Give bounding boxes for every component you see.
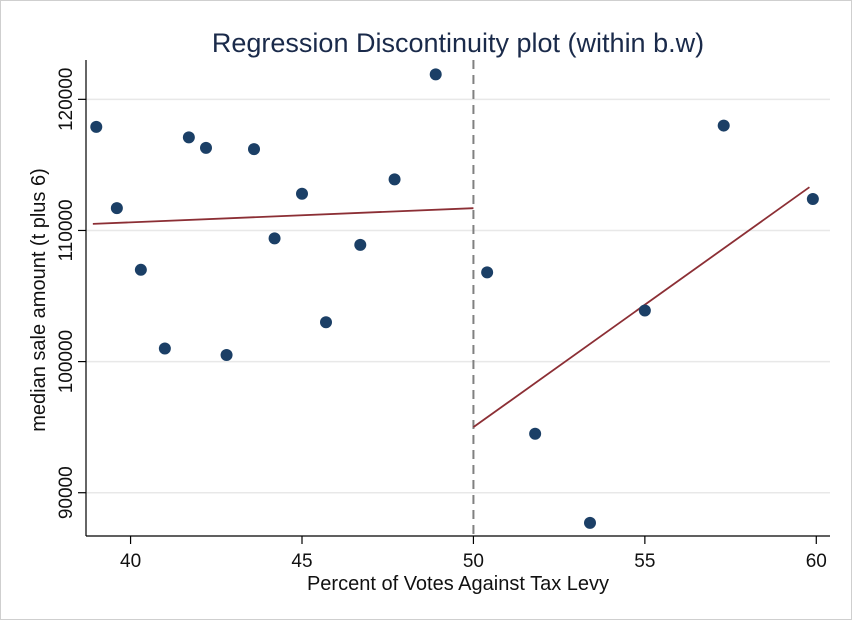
fit-lines [92, 186, 810, 428]
scatter-point-14 [481, 266, 494, 279]
scatter-point-0 [90, 120, 103, 133]
scatter-point-7 [248, 143, 260, 156]
scatter-point-9 [296, 187, 308, 200]
scatter-point-10 [320, 316, 332, 329]
scatter-point-2 [134, 263, 147, 276]
y-tick-label-2: 110000 [56, 199, 77, 261]
scatter-point-11 [354, 238, 367, 251]
x-tick-label-4: 60 [806, 551, 827, 572]
scatter-point-6 [220, 349, 233, 362]
scatter-point-1 [110, 202, 123, 215]
x-tick-label-2: 50 [463, 551, 484, 572]
tick-labels: 40 45 50 55 60 90000 100000 110000 120000 [56, 68, 827, 572]
y-tick-label-0: 90000 [56, 466, 77, 519]
y-axis-title: median sale amount (t plus 6) [28, 168, 50, 431]
x-tick-label-3: 55 [634, 551, 655, 572]
y-tick-label-1: 100000 [56, 330, 77, 393]
chart-title: Regression Discontinuity plot (within b.… [212, 28, 704, 58]
scatter-point-3 [158, 342, 171, 355]
scatter-point-5 [200, 141, 212, 154]
data-points [90, 68, 819, 529]
grid-lines [86, 98, 830, 494]
x-tick-label-0: 40 [120, 551, 141, 572]
x-axis-title: Percent of Votes Against Tax Levy [307, 573, 609, 595]
fit-line-1 [92, 207, 474, 225]
y-tick-label-3: 120000 [56, 68, 77, 131]
x-tick-label-1: 45 [291, 551, 312, 572]
scatter-point-12 [388, 173, 401, 186]
scatter-point-8 [268, 232, 281, 245]
scatter-point-18 [717, 119, 730, 132]
scatter-point-17 [638, 304, 651, 317]
scatter-point-19 [806, 192, 819, 205]
scatter-point-16 [584, 516, 596, 529]
axes [78, 60, 830, 544]
scatter-point-13 [429, 68, 442, 81]
scatter-point-4 [182, 131, 195, 144]
scatter-point-15 [529, 427, 542, 440]
